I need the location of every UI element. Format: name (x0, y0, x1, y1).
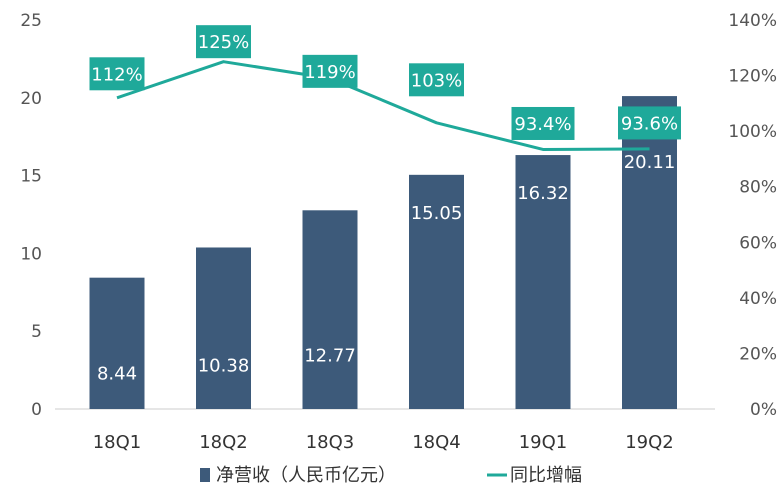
y-axis-left: 0 5 10 15 20 25 (20, 11, 42, 420)
line-data-label: 93.6% (621, 113, 678, 134)
y-axis-right: 0% 20% 40% 60% 80% 100% 120% 140% (728, 11, 777, 420)
y-left-tick-label: 0 (31, 400, 42, 420)
line-data-label: 112% (91, 64, 142, 85)
bar-data-label: 15.05 (411, 203, 463, 224)
bar-data-label: 20.11 (624, 152, 676, 173)
bar (409, 174, 464, 409)
line-data-label-box (409, 63, 464, 97)
x-tick-label: 18Q2 (199, 432, 248, 453)
bar (89, 277, 145, 409)
line-data-label: 125% (198, 32, 249, 53)
bar (196, 247, 251, 409)
line-data-label-box (89, 57, 145, 91)
line-series: 112% 125% 119% 103% 93.4% 93.6% (89, 25, 681, 151)
legend-label-bar: 净营收（人民币亿元） (216, 465, 396, 486)
line-data-label-box (302, 54, 358, 88)
bar-data-label: 8.44 (97, 364, 137, 385)
bar (515, 155, 571, 409)
y-right-tick-label: 100% (728, 122, 777, 142)
x-tick-label: 18Q3 (306, 432, 355, 453)
y-right-tick-label: 80% (739, 178, 777, 198)
y-right-tick-label: 40% (739, 289, 777, 309)
y-left-tick-label: 20 (20, 89, 42, 109)
growth-line (116, 60, 650, 151)
legend-swatch-bar (200, 468, 210, 482)
line-data-label-box (196, 25, 251, 59)
y-right-tick-label: 120% (728, 67, 777, 87)
bar-data-label: 16.32 (517, 183, 569, 204)
x-tick-label: 19Q1 (519, 432, 568, 453)
bar (302, 210, 358, 409)
bar-data-label: 10.38 (198, 355, 250, 376)
line-data-label: 93.4% (514, 114, 571, 135)
y-left-tick-label: 5 (31, 322, 42, 342)
legend: 净营收（人民币亿元） 同比增幅 (200, 465, 582, 486)
line-data-label-box (618, 106, 681, 140)
y-right-tick-label: 20% (739, 344, 777, 364)
x-tick-label: 18Q4 (412, 432, 461, 453)
x-tick-label: 18Q1 (93, 432, 142, 453)
bar-data-label: 12.77 (304, 345, 356, 366)
line-data-label-box (511, 106, 575, 140)
bar-series: 8.44 10.38 12.77 15.05 16.32 20.11 (89, 96, 677, 409)
y-right-tick-label: 0% (750, 400, 777, 420)
x-tick-label: 19Q2 (625, 432, 674, 453)
y-right-tick-label: 140% (728, 11, 777, 31)
y-left-tick-label: 10 (20, 244, 42, 264)
y-left-tick-label: 25 (20, 11, 42, 31)
line-data-label: 119% (304, 62, 355, 83)
y-right-tick-label: 60% (739, 233, 777, 253)
x-axis-categories: 18Q1 18Q2 18Q3 18Q4 19Q1 19Q2 (93, 432, 674, 453)
legend-label-line: 同比增幅 (510, 465, 582, 486)
bar (622, 96, 677, 409)
y-left-tick-label: 15 (20, 167, 42, 187)
line-data-label: 103% (411, 70, 462, 91)
